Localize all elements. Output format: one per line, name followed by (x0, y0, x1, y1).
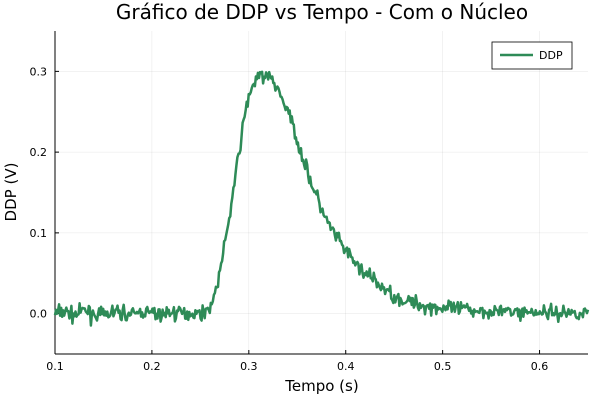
legend: DDP (491, 41, 573, 70)
x-tick-label: 0.4 (337, 360, 355, 373)
x-tick-label: 0.1 (46, 360, 64, 373)
series-line-ddp (53, 70, 590, 327)
legend-label-ddp: DDP (539, 49, 563, 62)
series-layer (53, 70, 590, 327)
y-ticks: 0.0 0.1 0.2 0.3 (30, 65, 59, 321)
x-tick-label: 0.2 (143, 360, 161, 373)
y-tick-label: 0.0 (30, 308, 48, 321)
x-tick-label: 0.3 (240, 360, 258, 373)
grid (54, 31, 588, 354)
y-tick-label: 0.2 (30, 146, 48, 159)
y-tick-label: 0.3 (30, 65, 48, 78)
x-tick-label: 0.6 (531, 360, 549, 373)
plot-frame (54, 31, 588, 355)
x-ticks: 0.1 0.2 0.3 0.4 0.5 0.6 (46, 350, 548, 373)
x-axis-label: Tempo (s) (284, 377, 358, 395)
y-axis-label: DDP (V) (2, 163, 20, 222)
x-tick-label: 0.5 (434, 360, 452, 373)
chart-title: Gráfico de DDP vs Tempo - Com o Núcleo (116, 0, 528, 24)
y-tick-label: 0.1 (30, 227, 48, 240)
